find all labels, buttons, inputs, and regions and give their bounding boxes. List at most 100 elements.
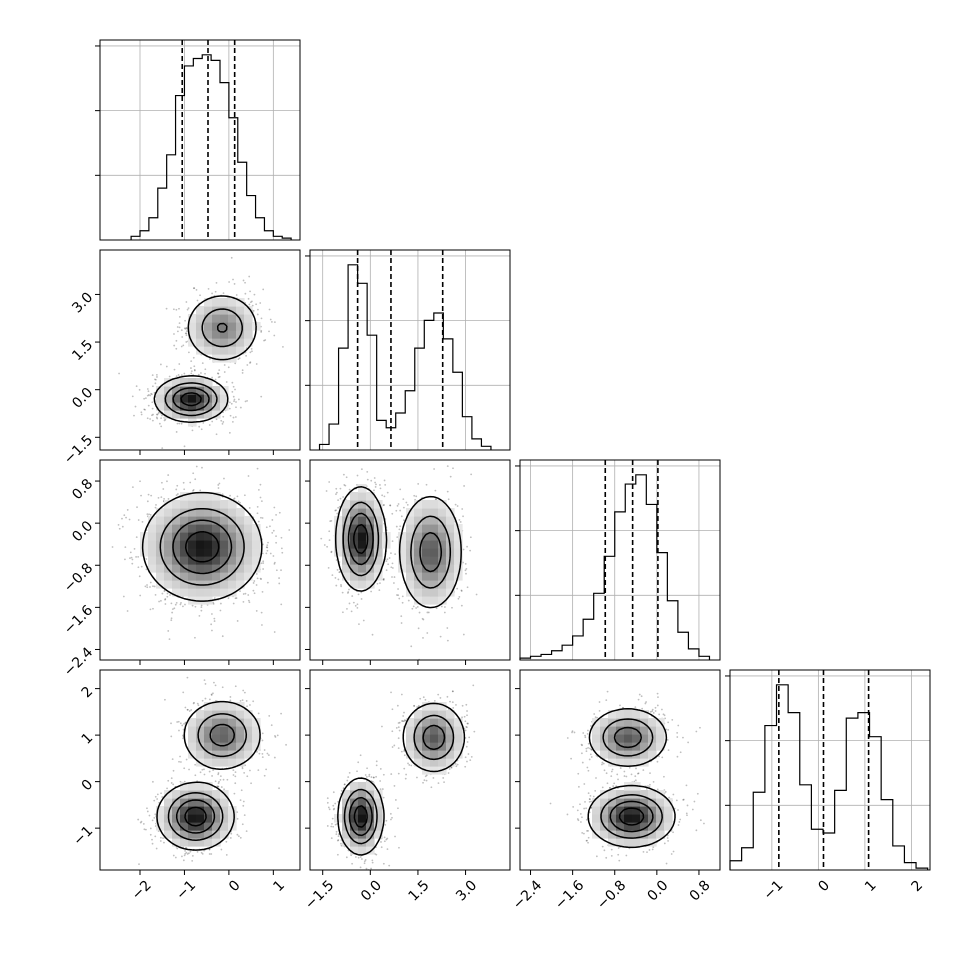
density-cell xyxy=(358,782,367,791)
density-cell xyxy=(406,524,415,533)
scatter-point xyxy=(141,520,144,523)
density-cell xyxy=(244,338,253,347)
scatter-point xyxy=(241,823,244,826)
scatter-point xyxy=(356,770,358,773)
scatter-point xyxy=(232,498,235,501)
density-cell xyxy=(244,524,253,533)
density-cell xyxy=(640,710,649,719)
density-cell xyxy=(616,790,625,799)
contour-level-2 xyxy=(172,322,228,412)
density-cell xyxy=(188,492,197,501)
density-cell xyxy=(358,798,367,807)
density-cell xyxy=(204,386,213,395)
density-cell xyxy=(414,540,423,549)
scatter-point xyxy=(469,549,472,552)
scatter-point xyxy=(215,281,218,284)
scatter-point xyxy=(255,303,258,306)
scatter-point xyxy=(590,806,593,809)
density-cell xyxy=(228,532,237,541)
density-cell xyxy=(180,572,189,581)
scatter-point xyxy=(247,599,250,602)
scatter-point xyxy=(186,327,188,330)
density-cell xyxy=(624,830,633,839)
scatter-point xyxy=(170,722,172,725)
density-cell xyxy=(374,556,383,565)
scatter-point xyxy=(233,283,236,285)
scatter-point xyxy=(651,708,654,711)
scatter-point xyxy=(451,690,454,693)
scatter-point xyxy=(433,699,436,702)
density-cell xyxy=(228,508,237,517)
scatter-point xyxy=(174,856,177,859)
scatter-point xyxy=(671,718,674,721)
density-cell xyxy=(430,766,439,775)
scatter-point xyxy=(677,809,679,811)
scatter-point xyxy=(467,722,469,725)
density-cell xyxy=(374,790,383,799)
density-cell xyxy=(600,790,609,799)
scatter-point xyxy=(373,489,375,492)
scatter-point xyxy=(228,431,231,434)
scatter-point xyxy=(164,598,166,601)
scatter-point xyxy=(608,787,611,789)
density-cell xyxy=(188,742,197,751)
scatter-point xyxy=(269,318,272,321)
scatter-point xyxy=(176,721,179,723)
scatter-point xyxy=(658,713,661,716)
scatter-point xyxy=(329,520,332,523)
y-tick-label: 1.5 xyxy=(69,337,96,364)
scatter-point xyxy=(449,700,451,703)
scatter-point xyxy=(214,780,217,783)
scatter-point xyxy=(222,292,225,295)
scatter-point xyxy=(150,392,153,395)
panel-frame xyxy=(519,669,721,871)
density-cell xyxy=(616,806,625,815)
scatter-point xyxy=(439,635,442,638)
scatter-point xyxy=(245,700,248,702)
density-cell xyxy=(446,718,455,727)
scatter-point xyxy=(662,713,665,716)
scatter-point xyxy=(140,820,143,823)
scatter-point xyxy=(193,368,196,371)
scatter-point xyxy=(241,699,244,702)
scatter-point xyxy=(278,787,280,790)
scatter-point xyxy=(243,691,246,694)
scatter-point xyxy=(461,704,464,707)
scatter-point xyxy=(151,401,154,404)
scatter-point xyxy=(244,764,247,767)
scatter-point xyxy=(395,727,398,729)
scatter-point xyxy=(159,840,162,842)
scatter-point xyxy=(146,417,149,420)
density-cell xyxy=(422,734,431,743)
density-cell xyxy=(228,346,237,355)
density-cell xyxy=(438,588,447,597)
scatter-point xyxy=(396,594,398,596)
scatter-point xyxy=(463,485,465,487)
scatter-point xyxy=(280,569,282,572)
density-cell xyxy=(600,742,609,751)
density-cell xyxy=(624,734,633,743)
density-cell xyxy=(212,410,221,419)
scatter-point xyxy=(164,598,167,600)
scatter-point xyxy=(261,739,264,742)
density-cell xyxy=(180,822,189,831)
scatter-point xyxy=(466,710,468,712)
scatter-point xyxy=(658,755,660,758)
scatter-point xyxy=(397,588,399,590)
scatter-point xyxy=(372,776,375,779)
scatter-point xyxy=(229,699,232,702)
density-cell xyxy=(592,814,601,823)
scatter-point xyxy=(362,619,365,622)
scatter-point xyxy=(703,822,705,825)
scatter-point xyxy=(175,488,178,491)
density-cell xyxy=(446,734,455,743)
scatter-point xyxy=(178,307,180,310)
scatter-point xyxy=(207,288,210,290)
scatter-point xyxy=(194,605,197,608)
density-cell xyxy=(172,556,181,565)
density-cell xyxy=(438,508,447,517)
density-cell xyxy=(608,758,617,767)
scatter-point xyxy=(249,351,252,354)
scatter-point xyxy=(637,772,640,775)
density-cell xyxy=(446,524,455,533)
